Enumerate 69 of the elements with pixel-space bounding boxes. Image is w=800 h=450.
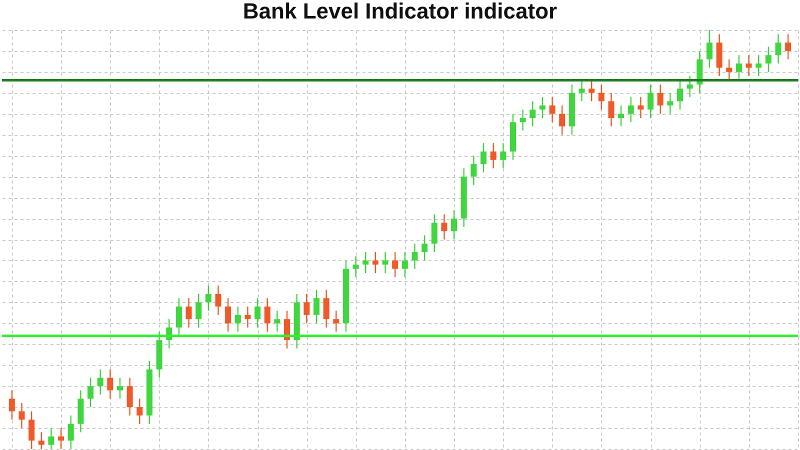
candlestick bbox=[352, 256, 359, 278]
candlestick bbox=[244, 306, 251, 328]
candlestick bbox=[648, 84, 654, 119]
candlestick bbox=[28, 410, 35, 450]
candlestick bbox=[441, 214, 448, 240]
candlestick bbox=[686, 75, 693, 98]
candlestick bbox=[88, 377, 94, 408]
candlestick bbox=[756, 54, 762, 77]
candlestick bbox=[549, 96, 556, 123]
candlestick bbox=[48, 427, 54, 450]
candlestick bbox=[628, 96, 634, 123]
candlestick bbox=[107, 368, 114, 400]
candlestick bbox=[431, 214, 438, 253]
candlestick bbox=[38, 432, 44, 450]
candlestick bbox=[97, 368, 104, 396]
candlestick bbox=[746, 54, 752, 77]
candlestick bbox=[677, 80, 684, 110]
candlestick bbox=[736, 54, 742, 81]
candlestick bbox=[726, 58, 732, 81]
candlestick bbox=[422, 234, 428, 262]
candlestick bbox=[765, 46, 772, 72]
candlestick bbox=[520, 109, 526, 132]
candlestick bbox=[313, 289, 320, 324]
candlestick bbox=[402, 251, 408, 278]
candlestick bbox=[18, 402, 25, 429]
candlestick bbox=[8, 390, 15, 420]
candlestick bbox=[412, 243, 418, 270]
candlestick bbox=[362, 251, 369, 274]
candlestick bbox=[578, 80, 585, 102]
candlestick bbox=[116, 377, 123, 400]
candlestick bbox=[215, 284, 222, 316]
candlestick bbox=[333, 310, 340, 332]
candlestick bbox=[382, 251, 388, 274]
candlestick bbox=[500, 142, 506, 169]
candlestick bbox=[706, 29, 712, 68]
candlestick bbox=[490, 142, 496, 169]
candlestick bbox=[274, 310, 280, 332]
candlestick bbox=[608, 92, 614, 127]
candlestick bbox=[176, 298, 182, 336]
candlestick bbox=[254, 298, 261, 328]
candlestick bbox=[392, 251, 398, 278]
candlestick bbox=[196, 293, 202, 328]
candlestick bbox=[451, 210, 458, 240]
candlestick bbox=[304, 293, 310, 324]
candlestick bbox=[225, 298, 232, 332]
candlestick bbox=[785, 34, 792, 60]
candlestick bbox=[539, 96, 546, 119]
candlestick bbox=[58, 427, 64, 450]
candlestick bbox=[470, 155, 477, 186]
candlestick bbox=[657, 84, 664, 114]
candlestick bbox=[186, 298, 192, 328]
candlestick bbox=[480, 142, 487, 174]
candlestick bbox=[126, 377, 133, 416]
candlestick bbox=[638, 96, 644, 119]
candlestick bbox=[234, 306, 241, 332]
chart-title: Bank Level Indicator indicator bbox=[242, 0, 558, 24]
candlestick bbox=[775, 34, 782, 64]
candlestick bbox=[323, 289, 330, 328]
candlestick bbox=[372, 251, 378, 274]
candlestick bbox=[618, 104, 624, 127]
candlestick bbox=[136, 398, 143, 424]
candlestick bbox=[68, 414, 74, 450]
candlestick bbox=[530, 100, 536, 127]
candlestick bbox=[588, 80, 595, 102]
candlestick bbox=[598, 84, 604, 110]
candlestick bbox=[559, 104, 566, 136]
candlestick bbox=[667, 92, 674, 114]
candlestick bbox=[264, 298, 270, 332]
candlestick bbox=[205, 284, 212, 312]
